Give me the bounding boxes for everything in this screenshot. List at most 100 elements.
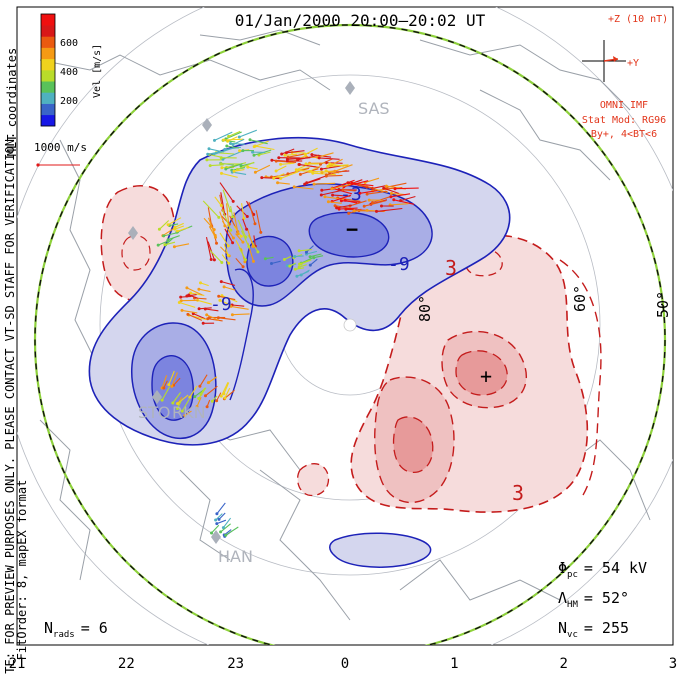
velocity-vector	[247, 234, 259, 253]
velocity-colorbar: 600 400 200 Vel [m/s]	[40, 13, 103, 127]
colorbar-swatch	[41, 58, 55, 71]
velocity-vector	[253, 235, 256, 247]
velocity-vector	[208, 376, 217, 384]
colorbar-tick-600: 600	[60, 38, 78, 49]
velocity-vector	[205, 385, 218, 397]
velocity-vector	[216, 502, 226, 515]
mlt-tick-label: 0	[341, 656, 349, 672]
velocity-vector	[299, 249, 312, 252]
velocity-vector-origin	[365, 192, 369, 196]
station-label-sas: SAS	[358, 99, 390, 118]
velocity-vector-origin	[222, 285, 226, 289]
velocity-vector-origin	[172, 245, 176, 249]
colorbar-swatch	[41, 36, 55, 48]
velocity-vector-origin	[298, 172, 302, 176]
velocity-vector-origin	[209, 258, 213, 261]
colorbar-swatch	[41, 47, 55, 60]
colorbar-swatch	[41, 70, 55, 82]
velocity-vector-origin	[215, 522, 219, 526]
velocity-vector	[157, 240, 169, 246]
map-title: 01/Jan/2000 20:00–20:02 UT	[235, 11, 486, 30]
velocity-vector	[207, 207, 213, 227]
velocity-vector	[400, 195, 416, 202]
velocity-vector	[221, 209, 232, 231]
velocity-vector	[306, 174, 328, 184]
velocity-vector	[240, 230, 250, 247]
velocity-vector-origin	[157, 227, 161, 231]
velocity-vector-origin	[188, 395, 192, 399]
velocity-vector-origin	[280, 152, 284, 156]
velocity-vector-origin	[319, 193, 323, 197]
lat-label-50: 50°	[654, 291, 672, 318]
plot-frame	[16, 6, 674, 646]
velocity-vector	[232, 304, 245, 307]
velocity-vector-origin	[253, 222, 257, 226]
velocity-vector	[177, 394, 189, 405]
velocity-vector-origin	[333, 169, 337, 173]
velocity-vector	[376, 207, 403, 212]
velocity-vector	[224, 387, 231, 399]
magnetic-pole-marker	[343, 318, 357, 332]
velocity-vector-origin	[310, 153, 314, 157]
velocity-vector-origin	[229, 142, 232, 145]
velocity-vector-origin	[331, 193, 335, 197]
mlt-tick-label: 22	[118, 656, 135, 672]
stat-n-vc: Nvc = 255	[558, 619, 629, 640]
velocity-vector	[223, 286, 236, 291]
velocity-vector	[237, 219, 247, 238]
velocity-vector-origin	[285, 159, 289, 163]
velocity-vector-origin	[205, 313, 209, 317]
coordinate-label: MLT coordinates	[5, 48, 19, 156]
velocity-vector	[159, 220, 170, 230]
velocity-vector-origin	[371, 201, 374, 204]
colorbar-swatch	[41, 25, 55, 37]
velocity-vector	[249, 139, 268, 145]
velocity-vector-origin	[274, 159, 278, 163]
velocity-vector	[334, 164, 353, 172]
velocity-vector	[223, 243, 229, 256]
velocity-vector	[319, 157, 340, 160]
velocity-vector	[313, 255, 324, 259]
velocity-vector	[189, 385, 198, 398]
velocity-vector	[277, 182, 290, 185]
velocity-vector-origin	[293, 267, 297, 271]
velocity-vector-origin	[293, 255, 297, 258]
velocity-vector-origin	[352, 209, 356, 213]
velocity-vector-origin	[305, 181, 309, 185]
velocity-vector-origin	[365, 208, 369, 212]
imf-bz-label: +Z (10 nT)	[608, 14, 668, 25]
velocity-vector-origin	[358, 191, 362, 195]
velocity-vector	[248, 201, 256, 224]
velocity-vector	[219, 182, 234, 202]
velocity-vector-origin	[335, 206, 339, 210]
velocity-vector	[237, 161, 255, 171]
velocity-vector	[215, 513, 223, 521]
velocity-vector-origin	[212, 258, 216, 262]
velocity-vector-origin	[279, 176, 283, 180]
velocity-vector-origin	[206, 381, 210, 385]
velocity-vector-origin	[208, 164, 212, 168]
velocity-vector-origin	[236, 232, 240, 236]
velocity-vector	[300, 259, 312, 265]
velocity-vector	[198, 288, 211, 293]
velocity-vector-origin	[222, 138, 225, 142]
colorbar-swatch	[41, 81, 55, 93]
colorbar-tick-400: 400	[60, 67, 78, 78]
negative-contour-core1	[308, 211, 390, 258]
lat-label-80: 80°	[416, 295, 434, 322]
velocity-vector	[232, 313, 250, 316]
velocity-vector	[394, 187, 419, 190]
velocity-vector-origin	[317, 156, 321, 160]
velocity-vector	[177, 226, 189, 232]
velocity-vector-origin	[320, 188, 324, 192]
station-label-sto: STO	[138, 403, 171, 422]
velocity-vector	[173, 377, 181, 386]
contour-label-neg-2: -9	[388, 254, 410, 275]
stat-phi-pc: Φpc = 54 kV	[558, 559, 647, 580]
velocity-vector	[383, 187, 400, 195]
velocity-vector	[297, 154, 320, 161]
velocity-vector-origin	[382, 186, 386, 190]
velocity-vector	[351, 182, 374, 187]
velocity-vector	[271, 260, 281, 265]
